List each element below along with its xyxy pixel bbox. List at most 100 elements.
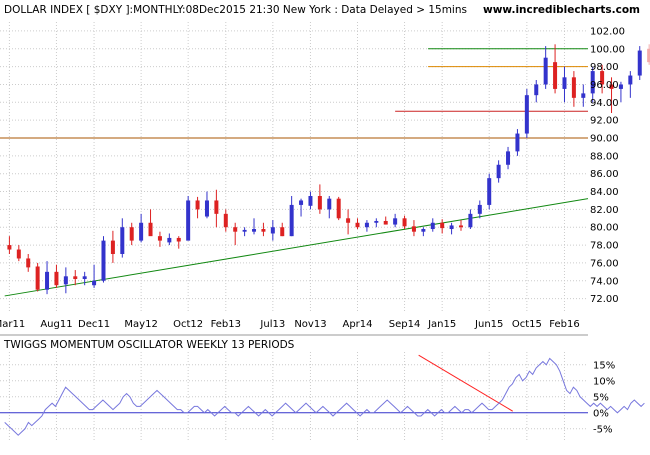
x-tick-label: Aug11 xyxy=(40,319,72,330)
candle xyxy=(308,191,313,210)
x-tick-label: Feb13 xyxy=(211,319,241,330)
candle-body xyxy=(45,271,50,290)
candle xyxy=(609,77,614,114)
candle-body xyxy=(63,276,68,285)
candle-body xyxy=(92,280,97,286)
candle xyxy=(430,218,435,232)
candle xyxy=(73,270,78,286)
candle xyxy=(242,227,247,237)
candle-body xyxy=(214,200,219,214)
candle-body xyxy=(477,204,482,214)
osc-y-tick-label: 15% xyxy=(593,360,615,371)
candle-body xyxy=(346,218,351,223)
candle-body xyxy=(270,227,275,234)
candle-body xyxy=(280,227,285,237)
candle-body xyxy=(383,220,388,225)
candle xyxy=(280,222,285,237)
candle-body xyxy=(35,266,40,290)
candle-body xyxy=(618,84,623,89)
candle-body xyxy=(242,229,247,232)
candle-body xyxy=(82,276,87,279)
candle-body xyxy=(261,229,266,232)
price-y-tick-label: 78.00 xyxy=(590,241,619,252)
candle xyxy=(195,196,200,219)
candle xyxy=(317,184,322,214)
candle xyxy=(346,209,351,235)
osc-y-tick-label: 0% xyxy=(593,408,609,419)
candle-body xyxy=(581,93,586,98)
osc-y-tick-label: 5% xyxy=(593,392,609,403)
candle xyxy=(120,218,125,258)
candle xyxy=(26,254,31,272)
candle xyxy=(299,198,304,217)
candle-body xyxy=(16,249,21,259)
candle-body xyxy=(515,133,520,152)
candle xyxy=(16,245,21,262)
candle xyxy=(176,236,181,249)
candle xyxy=(35,262,40,292)
candle xyxy=(487,173,492,210)
candle-body xyxy=(73,276,78,279)
candle-body xyxy=(54,271,59,286)
x-tick-label: Feb16 xyxy=(549,319,579,330)
osc-line xyxy=(4,357,645,436)
x-tick-label: Jan15 xyxy=(427,319,456,330)
x-tick-label: Oct12 xyxy=(173,319,203,330)
candle-body xyxy=(7,245,12,250)
candle-body xyxy=(204,200,209,217)
x-tick-label: Jul13 xyxy=(259,319,285,330)
price-y-tick-label: 102.00 xyxy=(590,26,625,37)
candle xyxy=(92,264,97,288)
candle-body xyxy=(458,225,463,228)
price-y-tick-label: 72.00 xyxy=(590,294,619,305)
candle-body xyxy=(167,237,172,243)
site-label: www.incrediblecharts.com xyxy=(483,4,640,16)
candle-body xyxy=(110,240,115,254)
candle-body xyxy=(327,198,332,210)
x-tick-label: Nov13 xyxy=(294,319,326,330)
candle-body xyxy=(600,71,605,85)
price-y-tick-label: 92.00 xyxy=(590,116,619,127)
candle xyxy=(562,66,567,103)
candle xyxy=(534,80,539,103)
candle-body xyxy=(26,258,31,268)
candle-body xyxy=(402,218,407,227)
x-tick-label: Apr14 xyxy=(342,319,372,330)
candle-body xyxy=(637,50,642,76)
candle xyxy=(515,129,520,156)
candle xyxy=(506,146,511,170)
candle-body xyxy=(393,218,398,225)
candle-body xyxy=(553,62,558,89)
price-y-tick-label: 74.00 xyxy=(590,276,619,287)
candle xyxy=(327,196,332,219)
candle xyxy=(543,46,548,89)
candle xyxy=(553,44,558,94)
candle xyxy=(600,64,605,94)
candle-body xyxy=(299,200,304,205)
oscillator-title: TWIGGS MOMENTUM OSCILLATOR WEEKLY 13 PER… xyxy=(3,339,295,351)
candle-body xyxy=(157,236,162,241)
x-tick-label: May12 xyxy=(124,319,157,330)
candle xyxy=(628,71,633,98)
candle xyxy=(647,44,650,65)
candle-body xyxy=(590,71,595,94)
candle xyxy=(233,222,238,246)
candle-body xyxy=(628,75,633,85)
candle xyxy=(101,236,106,283)
candle-body xyxy=(129,227,134,241)
candle xyxy=(54,264,59,288)
candle-body xyxy=(534,84,539,96)
candle xyxy=(383,216,388,225)
candle-body xyxy=(487,178,492,205)
candle xyxy=(440,219,445,234)
candle xyxy=(571,71,576,107)
candle xyxy=(581,84,586,107)
candle xyxy=(477,200,482,219)
candle xyxy=(336,196,341,221)
x-tick-label: Mar11 xyxy=(0,319,25,330)
candle-body xyxy=(609,84,614,89)
candle-body xyxy=(449,225,454,230)
candle xyxy=(590,66,595,103)
